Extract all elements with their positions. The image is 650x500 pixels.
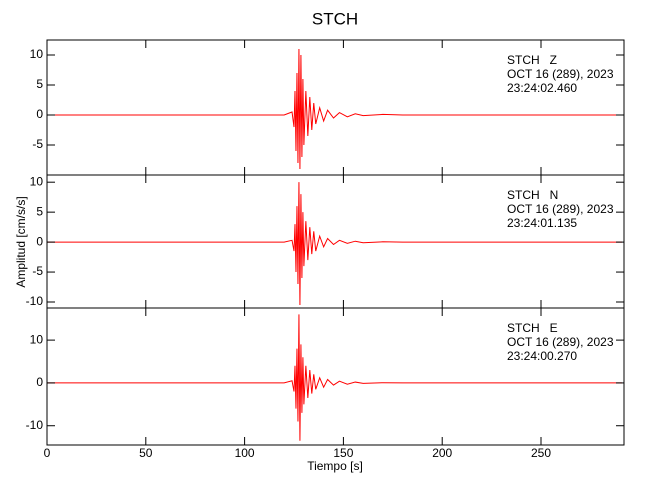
x-tick-label: 0 <box>44 446 51 460</box>
y-tick-label: 5 <box>36 77 43 91</box>
annotation: OCT 16 (289), 2023 <box>507 67 614 81</box>
x-tick-label: 100 <box>235 446 255 460</box>
y-tick-label: 0 <box>36 234 43 248</box>
y-tick-label: 5 <box>36 204 43 218</box>
x-tick-label: 50 <box>139 446 153 460</box>
trace-line <box>47 182 623 306</box>
annotation: STCH N <box>507 188 558 202</box>
panel-frame <box>46 307 625 446</box>
annotation: OCT 16 (289), 2023 <box>507 202 614 216</box>
y-tick-label: -5 <box>32 264 43 278</box>
annotation: STCH Z <box>507 53 557 67</box>
trace-line <box>47 314 623 441</box>
y-tick-label: -10 <box>26 418 44 432</box>
annotation: 23:24:02.460 <box>507 81 577 95</box>
y-tick-label: 0 <box>36 107 43 121</box>
chart-title: STCH <box>312 9 358 28</box>
y-tick-label: 0 <box>36 375 43 389</box>
x-tick-label: 250 <box>531 446 551 460</box>
x-tick-label: 200 <box>432 446 452 460</box>
trace-line <box>47 48 623 170</box>
annotation: STCH E <box>507 321 558 335</box>
annotation: 23:24:00.270 <box>507 349 577 363</box>
x-axis-label: Tiempo [s] <box>307 459 363 473</box>
y-tick-label: 10 <box>30 332 44 346</box>
y-axis-label: Amplitud [cm/s/s] <box>14 196 28 287</box>
y-tick-label: -5 <box>32 137 43 151</box>
y-tick-label: -10 <box>26 294 44 308</box>
annotation: OCT 16 (289), 2023 <box>507 335 614 349</box>
x-tick-label: 150 <box>333 446 353 460</box>
y-tick-label: 10 <box>30 174 44 188</box>
y-tick-label: 10 <box>30 47 44 61</box>
annotation: 23:24:01.135 <box>507 216 577 230</box>
